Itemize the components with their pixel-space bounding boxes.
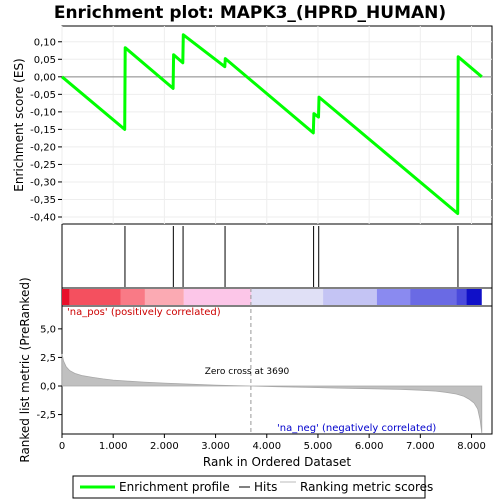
enrichment-profile-line (61, 33, 483, 215)
metric-y-tick-label: -2,5 (36, 410, 56, 421)
colorbar-segment (323, 289, 377, 305)
colorbar-segment (410, 289, 457, 305)
metric-area (61, 288, 483, 434)
hits-panel-frame (61, 223, 493, 289)
zero-cross-label: Zero cross at 3690 (205, 367, 290, 377)
colorbar-segment (466, 289, 482, 305)
x-tick-label: 5.000 (304, 441, 333, 452)
metric-y-tick-label: 0,0 (40, 382, 56, 393)
legend-label-enrichment-profile: Enrichment profile (119, 480, 230, 494)
es-series (61, 33, 483, 215)
x-tick-label: 4.000 (252, 441, 281, 452)
colorbar-segment (120, 289, 145, 305)
es-y-tick-label: 0,05 (34, 55, 56, 66)
x-tick-label: 0 (59, 441, 65, 452)
x-tick-label: 1.000 (99, 441, 128, 452)
es-y-tick-label: 0,00 (34, 72, 56, 83)
es-y-tick-label: -0,20 (30, 142, 56, 153)
metric-y-axis: 5,0 2,5 0,0 -2,5 (36, 324, 62, 421)
legend-label-ranking-metric: Ranking metric scores (300, 480, 433, 494)
hit-marks (124, 226, 459, 287)
es-y-tick-label: -0,05 (30, 90, 56, 101)
colorbar-segment (144, 289, 184, 305)
metric-y-tick-label: 5,0 (40, 324, 56, 335)
es-y-tick-label: -0,40 (30, 212, 56, 223)
colorbar-segment (62, 289, 70, 305)
ranking-metric-area (61, 353, 483, 433)
pos-correlated-label: 'na_pos' (positively correlated) (67, 307, 221, 318)
es-y-tick-label: 0,10 (34, 37, 56, 48)
colorbar (62, 289, 482, 305)
x-tick-label: 7.000 (406, 441, 435, 452)
x-axis: 0 1.000 2.000 3.000 4.000 5.000 6.000 7.000 8.00… (59, 434, 486, 452)
es-y-axis-label: Enrichment score (ES) (12, 58, 26, 191)
es-y-tick-label: -0,15 (30, 125, 56, 136)
metric-y-axis-label: Ranked list metric (PreRanked) (18, 277, 32, 462)
legend-label-hits: Hits (254, 480, 277, 494)
metric-y-tick-label: 2,5 (40, 353, 56, 364)
x-tick-label: 2.000 (150, 441, 179, 452)
x-tick-label: 3.000 (201, 441, 230, 452)
colorbar-segment (251, 289, 324, 305)
es-y-tick-label: -0,25 (30, 160, 56, 171)
es-y-tick-label: -0,35 (30, 195, 56, 206)
es-y-tick-label: -0,10 (30, 107, 56, 118)
x-tick-label: 8.000 (457, 441, 486, 452)
x-axis-label: Rank in Ordered Dataset (203, 455, 351, 469)
colorbar-segment (456, 289, 467, 305)
es-y-axis: 0,10 0,05 0,00 -0,05 -0,10 -0,15 -0,20 -0,25 -0,… (30, 37, 62, 223)
x-tick-label: 6.000 (355, 441, 384, 452)
es-y-tick-label: -0,30 (30, 177, 56, 188)
neg-correlated-label: 'na_neg' (negatively correlated) (277, 423, 436, 434)
colorbar-segment (183, 289, 252, 305)
chart-title: Enrichment plot: MAPK3_(HPRD_HUMAN) (54, 3, 446, 23)
legend: Enrichment profile Hits Ranking metric s… (72, 475, 433, 499)
colorbar-segment (69, 289, 121, 305)
colorbar-segment (376, 289, 411, 305)
